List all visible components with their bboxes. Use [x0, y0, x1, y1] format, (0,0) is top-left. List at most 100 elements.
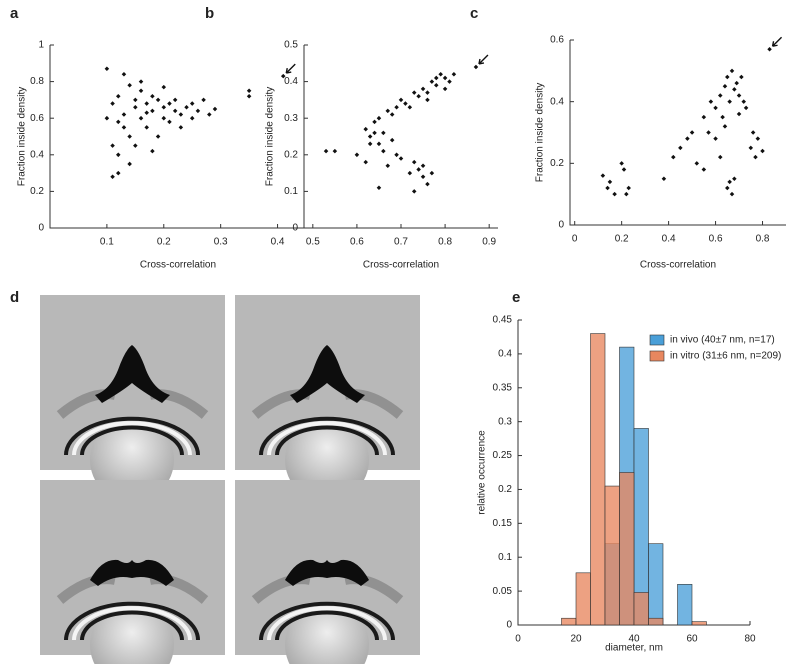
membrane-arc	[275, 610, 379, 641]
legend-swatch	[649, 334, 665, 346]
membrane-arc	[72, 421, 192, 456]
arrow	[771, 36, 783, 47]
y-tick-label: 0.25	[493, 450, 513, 461]
point	[403, 101, 408, 106]
point	[189, 101, 195, 106]
point	[729, 68, 735, 74]
point	[425, 97, 430, 103]
point	[189, 115, 195, 121]
y-tick-label: 0.6	[550, 35, 564, 46]
point	[155, 134, 161, 139]
density-slice	[40, 480, 225, 664]
point	[354, 152, 360, 158]
legend-label: in vivo (40±7 nm, n=17)	[670, 335, 775, 346]
point	[600, 173, 606, 178]
point	[376, 185, 382, 191]
bar	[648, 543, 664, 626]
membrane-arc	[259, 601, 395, 641]
point	[438, 72, 443, 77]
point	[411, 90, 417, 95]
point	[127, 134, 132, 139]
point	[429, 79, 435, 84]
point	[133, 104, 138, 110]
y-tick-label: 0.1	[284, 186, 298, 197]
point	[661, 176, 667, 182]
point	[727, 179, 732, 185]
panel-label: e	[512, 289, 520, 306]
point	[110, 143, 115, 148]
point	[411, 159, 417, 165]
point	[385, 108, 391, 114]
point	[127, 82, 132, 88]
x-tick-label: 20	[570, 634, 582, 645]
arrow	[285, 63, 296, 74]
point	[725, 185, 730, 191]
membrane-arc	[267, 606, 387, 641]
point	[434, 82, 439, 88]
point	[607, 179, 613, 185]
bar	[633, 592, 649, 626]
point	[138, 79, 144, 84]
point	[626, 185, 631, 191]
membrane-arc	[80, 425, 184, 456]
x-tick-label: 0.7	[394, 237, 408, 248]
point	[767, 46, 772, 52]
point	[624, 191, 629, 197]
point	[184, 104, 189, 110]
point	[708, 99, 714, 104]
point	[144, 125, 149, 130]
x-tick-label: 0.5	[306, 237, 320, 248]
x-tick-label: 60	[686, 634, 698, 645]
x-tick-label: 0.2	[615, 234, 629, 245]
point	[150, 108, 155, 114]
point	[741, 99, 747, 104]
point	[420, 163, 426, 169]
legend-label: in vitro (31±6 nm, n=209)	[670, 351, 781, 362]
point	[104, 66, 110, 72]
point	[706, 130, 711, 135]
membrane-arc	[259, 416, 395, 456]
y-tick-label: 0.1	[498, 552, 512, 563]
point	[246, 88, 252, 94]
point	[434, 75, 439, 81]
x-tick-label: 0.6	[350, 237, 364, 248]
panel-label: a	[10, 5, 19, 22]
point	[161, 84, 167, 90]
x-tick-label: 0	[572, 234, 578, 245]
point	[376, 115, 382, 121]
point	[734, 80, 739, 86]
membrane-arc	[80, 610, 184, 641]
point	[161, 115, 167, 121]
point	[473, 64, 479, 70]
point	[689, 130, 695, 135]
point	[717, 154, 723, 160]
point	[133, 143, 138, 148]
point	[442, 86, 448, 92]
bar	[691, 621, 707, 626]
point	[429, 170, 435, 176]
point	[363, 159, 368, 165]
x-tick-label: 0	[515, 634, 521, 645]
density-slice	[235, 295, 420, 502]
x-axis-label: diameter, nm	[605, 643, 663, 654]
point	[416, 167, 421, 172]
y-tick-label: 0.2	[284, 149, 298, 160]
point	[720, 114, 725, 120]
point	[367, 134, 373, 139]
point	[407, 170, 413, 176]
point	[138, 88, 144, 94]
point	[381, 130, 386, 136]
point	[110, 174, 115, 180]
point	[755, 136, 761, 141]
point	[621, 167, 627, 172]
point	[116, 170, 121, 176]
y-tick-label: 0.2	[498, 484, 512, 495]
point	[201, 97, 206, 103]
point	[447, 79, 452, 84]
point	[104, 115, 110, 121]
point	[323, 148, 329, 154]
point	[385, 163, 391, 169]
density-slice	[40, 295, 225, 502]
point	[425, 90, 430, 95]
point	[732, 176, 737, 182]
